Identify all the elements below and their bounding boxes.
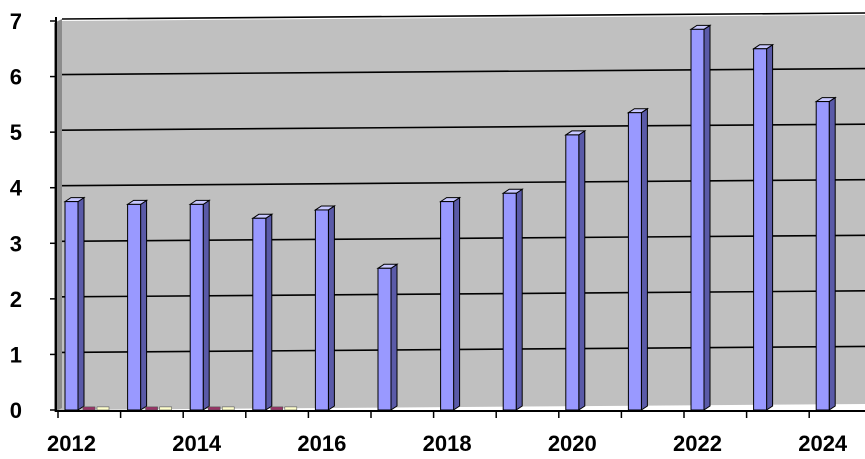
gridline bbox=[61, 178, 865, 187]
bar-2021 bbox=[627, 112, 642, 411]
bar-side bbox=[265, 213, 273, 411]
bar-side bbox=[140, 199, 148, 411]
y-tick-label: 1 bbox=[10, 342, 22, 367]
bar-side bbox=[327, 205, 335, 411]
bar-side bbox=[390, 263, 398, 411]
minor-bar-2012 bbox=[82, 406, 96, 411]
bar-side bbox=[578, 129, 586, 411]
x-tick-label-2022: 2022 bbox=[673, 431, 722, 456]
x-tick-label-2014: 2014 bbox=[172, 431, 222, 456]
y-tick-label: 4 bbox=[10, 176, 23, 201]
x-tick-label-2016: 2016 bbox=[297, 431, 346, 456]
axes bbox=[50, 17, 865, 418]
bar-side bbox=[640, 107, 648, 411]
y-tick-label: 6 bbox=[10, 65, 22, 90]
x-tick-label-2012: 2012 bbox=[47, 431, 96, 456]
bar-2014 bbox=[189, 203, 204, 411]
bar-side bbox=[77, 196, 85, 411]
bar-side bbox=[453, 196, 461, 411]
minor-bar-2013 bbox=[145, 406, 158, 411]
x-tick-label-2018: 2018 bbox=[423, 431, 472, 456]
minor-bar-2014 bbox=[207, 406, 221, 411]
bar-2020 bbox=[565, 134, 580, 411]
y-tick-label: 5 bbox=[10, 120, 22, 145]
minor-bar-2015 bbox=[284, 406, 298, 411]
y-tick-label: 2 bbox=[10, 287, 22, 312]
bar-2016 bbox=[314, 209, 329, 411]
bar-2022 bbox=[690, 28, 705, 411]
x-tick-labels: 2012 2014 2016 2018 2020 2022 2024 bbox=[47, 431, 848, 456]
x-tick-label-2020: 2020 bbox=[548, 431, 597, 456]
y-tick-labels: 0 1 2 3 4 5 6 7 bbox=[10, 9, 23, 423]
gridline bbox=[61, 123, 865, 131]
y-tick-label: 0 bbox=[10, 398, 22, 423]
bar-side bbox=[703, 24, 711, 411]
gridline bbox=[61, 67, 865, 76]
bar-side bbox=[766, 43, 774, 411]
minor-bar-2013 bbox=[159, 406, 172, 411]
bar-2024 bbox=[815, 101, 830, 411]
y-tick-label: 7 bbox=[10, 9, 22, 34]
bar-2019 bbox=[502, 192, 517, 411]
y-tick-label: 3 bbox=[10, 231, 22, 256]
bar-2023 bbox=[753, 48, 768, 411]
bar-2012 bbox=[64, 201, 79, 411]
bar-2015 bbox=[252, 217, 267, 411]
bar-2013 bbox=[127, 203, 142, 411]
bar-side bbox=[202, 199, 210, 411]
bar-side bbox=[828, 96, 836, 411]
bars bbox=[63, 24, 837, 411]
bar-side bbox=[515, 188, 523, 411]
gridline bbox=[61, 12, 865, 20]
bar-2018 bbox=[440, 201, 455, 411]
bar-2017 bbox=[377, 267, 392, 411]
x-tick-label-2024: 2024 bbox=[798, 431, 848, 456]
minor-bar-2012 bbox=[96, 406, 110, 411]
minor-bar-2015 bbox=[270, 406, 284, 411]
minor-bar-2014 bbox=[221, 406, 235, 411]
